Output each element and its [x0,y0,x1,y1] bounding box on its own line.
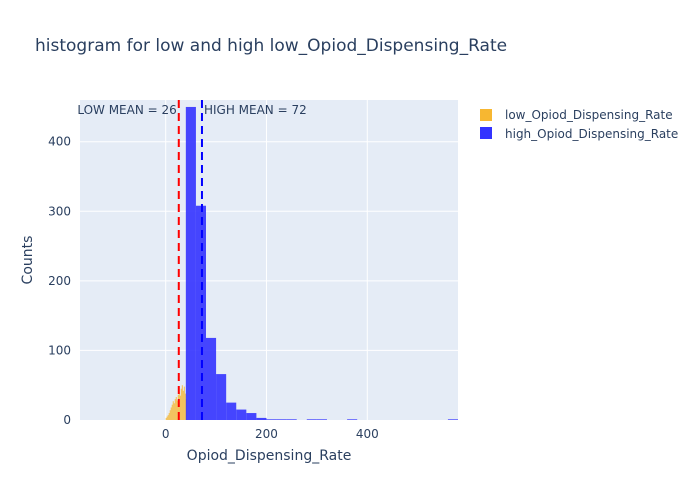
histogram-bar [179,395,181,420]
histogram-bar [347,419,358,420]
y-tick-label: 300 [48,204,71,218]
histogram-bar [176,400,178,420]
x-axis-title: Opiod_Dispensing_Rate [187,448,352,464]
histogram-bar [447,419,458,420]
x-tick-label: 400 [356,427,379,441]
gridlines [80,100,458,420]
series-high-bars [185,106,458,421]
histogram-bar [266,419,277,420]
histogram-bar [180,388,182,420]
histogram-bar [182,390,184,420]
y-tick-label: 0 [63,413,71,427]
histogram-bar [236,409,247,420]
histogram-bar [167,415,169,420]
legend-item-low[interactable]: low_Opiod_Dispensing_Rate [480,108,673,122]
legend-label-low: low_Opiod_Dispensing_Rate [505,108,673,122]
histogram-bar [170,407,172,420]
histogram-bar [166,416,168,420]
histogram-bar [256,417,267,420]
y-tick-label: 100 [48,343,71,357]
histogram-bar [168,413,170,420]
histogram-bar [165,417,167,420]
histogram-bar [306,419,317,420]
histogram-bar [175,397,177,420]
histogram-bar [286,419,297,420]
histogram-bar [181,385,183,420]
histogram-bar [171,404,173,420]
y-tick-label: 200 [48,274,71,288]
x-tick-label: 0 [162,427,170,441]
plot-background [80,100,458,420]
legend-label-high: high_Opiod_Dispensing_Rate [505,127,678,141]
x-tick-label: 200 [255,427,278,441]
histogram-bar [184,393,186,420]
histogram-bar [174,399,176,420]
mean-annotation: HIGH MEAN = 72 [204,103,307,117]
axis-ticks: 0 200 400 0 100 200 300 400 [48,135,379,441]
legend-swatch-high [480,127,492,139]
histogram-bar [177,394,179,420]
mean-annotation: LOW MEAN = 26 [77,103,176,117]
legend-item-high[interactable]: high_Opiod_Dispensing_Rate [480,127,678,141]
histogram-bar [173,403,175,420]
histogram-bar [226,402,237,420]
legend-swatch-low [480,109,492,121]
chart-title: histogram for low and high low_Opiod_Dis… [35,36,507,56]
histogram-bar [206,337,217,420]
legend[interactable]: low_Opiod_Dispensing_Rate high_Opiod_Dis… [480,108,678,141]
histogram-bar [172,401,174,420]
histogram-bar [183,386,185,420]
histogram-bar [316,419,327,420]
histogram-bar [246,413,257,420]
histogram-bar [185,106,196,421]
y-tick-label: 400 [48,135,71,149]
histogram-bar [216,374,227,420]
histogram-bar [195,205,206,420]
mean-lines: LOW MEAN = 26 HIGH MEAN = 72 [77,100,307,420]
histogram-bar [276,419,287,420]
y-axis-title: Counts [20,236,36,285]
histogram-bar [169,410,171,420]
